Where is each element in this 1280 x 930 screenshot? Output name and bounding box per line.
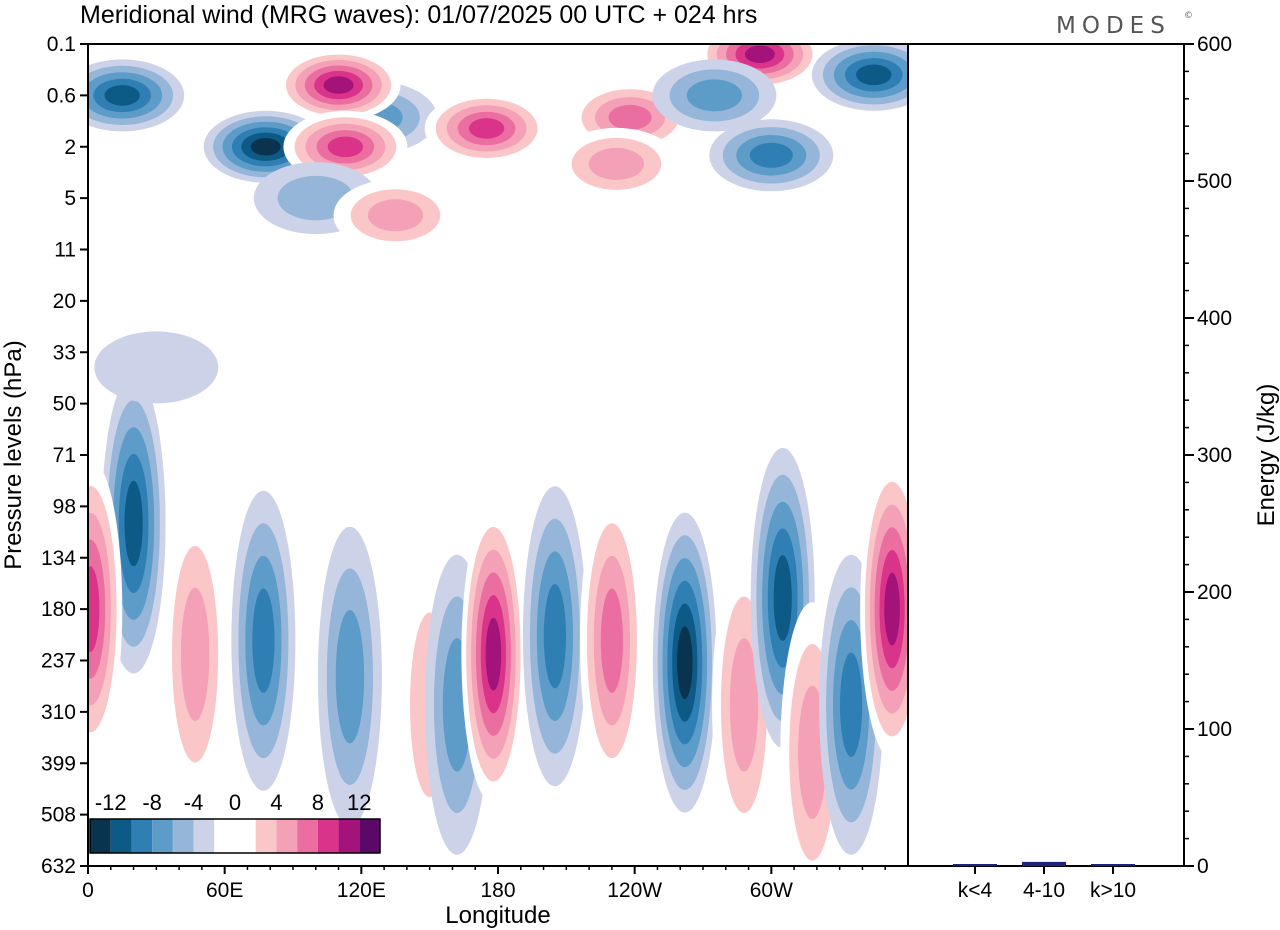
colorbar-label: 12 <box>347 790 371 815</box>
y-tick-label: 0.1 <box>47 33 76 56</box>
contour-blob-31-ring-0 <box>253 343 378 416</box>
contour-blob-16-ring-2 <box>335 610 365 744</box>
contour-blob-28-ring-5 <box>884 572 900 646</box>
colorbar-swatch <box>276 819 298 853</box>
contour-blob-0-ring-4 <box>104 85 140 106</box>
y-tick-label: 98 <box>53 495 76 518</box>
contour-blob-6-ring-3 <box>608 104 652 130</box>
y-tick-label: 632 <box>41 855 76 878</box>
colorbar-swatch <box>172 819 194 853</box>
x-tick-label: 60W <box>750 879 793 902</box>
contour-blob-17-ring-2 <box>180 587 210 721</box>
x-axis-label: Longitude <box>445 902 550 929</box>
y-tick-label: 11 <box>54 239 76 262</box>
y-tick-label: 71 <box>53 444 76 467</box>
brand-mark: © <box>1184 11 1193 21</box>
colorbar-frame <box>89 818 381 854</box>
colorbar-label: 4 <box>270 790 282 815</box>
colorbar-swatch <box>214 819 235 853</box>
y-tick-label: 33 <box>53 341 76 364</box>
contour-blob-12-ring-2 <box>588 147 645 180</box>
energy-category-label: 4-10 <box>1023 879 1065 902</box>
contour-blob-13-ring-2 <box>367 199 424 232</box>
energy-y-tick-label: 600 <box>1197 33 1232 56</box>
energy-bar-chart: 0 100 200 300 400 500 600 k<4 4-10 k>10 <box>953 33 1232 902</box>
colorbar-swatch <box>359 819 380 853</box>
contour-blob-9-ring-3 <box>749 142 793 168</box>
energy-y-tick-label: 100 <box>1197 718 1232 741</box>
contour-blob-32-ring-0 <box>94 331 219 404</box>
contour-blob-29-ring-4 <box>88 566 100 652</box>
colorbar-swatch <box>255 819 277 853</box>
y-tick-label: 508 <box>41 804 76 827</box>
y-tick-label: 50 <box>53 393 76 416</box>
colorbar-label: -8 <box>142 790 162 815</box>
colorbar-swatch <box>317 819 339 853</box>
contour-blob-10-ring-2 <box>686 79 743 112</box>
colorbar-swatch <box>131 819 153 853</box>
y-tick-label: 310 <box>41 701 76 724</box>
energy-y-tick-label: 300 <box>1197 444 1232 467</box>
x-tick-label: 0 <box>82 879 94 902</box>
y-tick-label: 134 <box>41 547 76 570</box>
contour-blob-1-ring-5 <box>250 138 281 156</box>
colorbar-swatch <box>90 819 111 853</box>
x-tick-label: 120W <box>607 879 662 902</box>
energy-panel-frame <box>907 43 1185 867</box>
colorbar-swatch <box>193 819 215 853</box>
contour-blob-4-ring-4 <box>327 136 364 158</box>
energy-y-tick-label: 400 <box>1197 307 1232 330</box>
energy-bar <box>1022 861 1066 866</box>
colorbar-label: -4 <box>184 790 204 815</box>
y-tick-label: 0.6 <box>47 84 76 107</box>
contour-blob-20-ring-5 <box>485 617 502 691</box>
contour-blob-3-ring-5 <box>323 76 354 94</box>
y-tick-label: 20 <box>53 290 76 313</box>
colorbar-swatch <box>110 819 132 853</box>
colorbar-swatch <box>338 819 360 853</box>
x-tick-label: 120E <box>337 879 386 902</box>
heatmap-ticks: 0.1 0.6 2 5 11 20 33 50 71 98 134 180 237 310 399 508 63… <box>41 33 886 902</box>
energy-y-tick-label: 200 <box>1197 581 1232 604</box>
energy-y-tick-label: 500 <box>1197 170 1232 193</box>
colorbar-label: 0 <box>229 790 241 815</box>
y-axis-label: Pressure levels (hPa) <box>0 340 27 569</box>
chart-title: Meridional wind (MRG waves): 01/07/2025 … <box>80 1 757 29</box>
contour-blob-5-ring-4 <box>468 118 505 139</box>
energy-axis-label: Energy (J/kg) <box>1253 384 1280 527</box>
y-tick-label: 180 <box>41 598 76 621</box>
contour-blob-15-ring-3 <box>252 588 275 693</box>
contour-blob-7-ring-5 <box>744 45 775 63</box>
contour-blob-23-ring-5 <box>677 626 693 699</box>
y-tick-label: 237 <box>41 650 76 673</box>
colorbar: -12 -8 -4 0 4 8 12 <box>89 790 381 854</box>
contour-blob-30-ring-0 <box>659 352 784 425</box>
colorbar-swatch <box>235 819 256 853</box>
energy-bar <box>1091 864 1135 866</box>
energy-category-label: k>10 <box>1090 879 1136 902</box>
brand-logo-text: MODES <box>1056 13 1171 39</box>
y-tick-label: 399 <box>41 752 76 775</box>
colorbar-swatch <box>297 819 318 853</box>
colorbar-swatch <box>152 819 173 853</box>
contour-blob-22-ring-3 <box>600 588 624 693</box>
colorbar-label: -12 <box>95 790 127 815</box>
heatmap-contours <box>88 44 908 866</box>
x-tick-label: 60E <box>206 879 243 902</box>
contour-blob-21-ring-3 <box>543 584 567 689</box>
contour-blob-8-ring-4 <box>856 64 892 86</box>
x-tick-label: 180 <box>480 879 515 902</box>
energy-y-tick-label: 0 <box>1197 855 1209 878</box>
energy-bar <box>953 864 997 866</box>
contour-blob-24-ring-2 <box>729 638 759 772</box>
contour-blob-14-ring-4 <box>124 480 143 567</box>
contour-blob-27-ring-3 <box>840 652 863 757</box>
contour-blob-25-ring-4 <box>773 555 792 641</box>
colorbar-label: 8 <box>312 790 324 815</box>
energy-category-label: k<4 <box>958 879 993 902</box>
y-tick-label: 2 <box>64 136 76 159</box>
y-tick-label: 5 <box>64 187 76 210</box>
